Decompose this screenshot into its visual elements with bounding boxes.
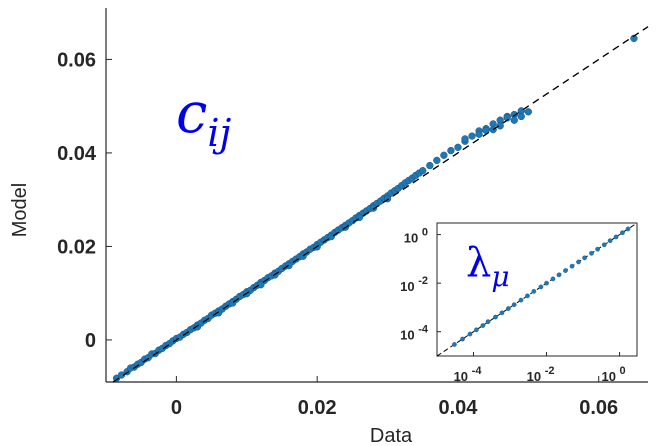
inset-data-point: [589, 250, 594, 256]
x-tick-label: 0.06: [579, 397, 618, 419]
x-tick-label: 0.02: [298, 397, 337, 419]
x-tick-label: 0.04: [438, 397, 478, 419]
data-point: [426, 161, 434, 170]
inset-data-point: [467, 331, 473, 337]
y-tick-label: 0.02: [57, 236, 96, 258]
y-tick-label: 0: [85, 330, 96, 352]
data-point: [475, 130, 483, 138]
inset-data-point: [595, 246, 600, 252]
data-point: [369, 204, 378, 212]
data-point: [454, 143, 462, 151]
inset-data-point: [569, 263, 575, 269]
data-point: [630, 34, 638, 43]
data-point: [461, 135, 469, 143]
data-point: [419, 167, 427, 175]
x-tick-label: 0: [171, 397, 182, 419]
inset-data-point: [485, 319, 491, 324]
inset-data-point: [518, 297, 524, 303]
inset-data-point: [480, 323, 486, 328]
inset-y-tick-label: 10 -2: [400, 275, 428, 294]
inset-x-tick-label: 10 0: [601, 365, 625, 384]
main-scatter-plot: 0 0.02 0.04 0.06 0 0.02 0.04 0.06 Data Model c…: [9, 8, 649, 446]
inset-y-ticks: 10 -4 10 -2 10 0: [400, 227, 441, 343]
main-points: [112, 34, 638, 382]
inset-data-point: [474, 327, 479, 333]
inset-data-point: [506, 306, 511, 311]
inset-data-point: [460, 336, 465, 342]
data-point: [524, 108, 532, 116]
inset-log-plot: 10 -4 10 -2 10 0 10 -4 10 -2 10 0 λμ: [400, 222, 638, 384]
inset-data-point: [452, 342, 457, 347]
inset-data-point: [625, 226, 631, 232]
data-point: [257, 281, 265, 289]
inset-data-point: [511, 302, 517, 308]
y-tick-label: 0.06: [57, 49, 96, 71]
inset-annotation-base: λ: [466, 240, 491, 286]
inset-data-point: [544, 280, 549, 286]
data-point: [214, 309, 223, 317]
data-point: [117, 371, 126, 379]
inset-data-point: [563, 268, 568, 273]
inset-annotation-subscript: μ: [491, 260, 509, 293]
inset-x-tick-label: 10 -2: [527, 365, 555, 384]
main-y-ticks: 0 0.02 0.04 0.06: [57, 49, 112, 352]
data-point: [517, 112, 525, 121]
inset-data-point: [550, 276, 556, 282]
data-point: [510, 116, 518, 124]
inset-data-point: [538, 284, 544, 290]
data-point: [496, 122, 504, 130]
inset-x-tick-label: 10 -4: [454, 365, 483, 384]
inset-data-point: [493, 314, 498, 320]
inset-data-point: [531, 288, 537, 294]
main-annotation-cij: cij: [176, 81, 232, 155]
inset-data-point: [525, 293, 530, 299]
inset-data-point: [620, 230, 625, 236]
inset-data-point: [556, 272, 562, 278]
data-point: [440, 151, 448, 159]
main-x-ticks: 0 0.02 0.04 0.06: [171, 376, 618, 419]
inset-data-point: [576, 259, 581, 265]
inset-data-point: [582, 255, 587, 261]
inset-y-tick-label: 10 -4: [400, 324, 429, 343]
data-point: [447, 146, 455, 155]
main-annotation-base: c: [176, 81, 207, 146]
data-point: [468, 132, 476, 140]
main-annotation-subscript: ij: [207, 111, 231, 155]
main-axes: [105, 8, 648, 383]
inset-y-tick-label: 10 0: [404, 227, 428, 246]
inset-data-point: [601, 242, 607, 248]
main-x-axis-label: Data: [370, 425, 413, 446]
y-tick-label: 0.04: [57, 143, 97, 165]
main-y-axis-label: Model: [9, 183, 31, 237]
inset-x-ticks: 10 -4 10 -2 10 0: [454, 352, 626, 384]
data-point: [327, 232, 335, 241]
inset-data-point: [499, 310, 505, 316]
inset-annotation-lambda: λμ: [466, 240, 510, 293]
inset-data-point: [613, 234, 619, 240]
data-point: [193, 323, 202, 331]
data-point: [433, 156, 441, 165]
inset-data-point: [607, 238, 613, 244]
inset-points: [452, 226, 631, 347]
